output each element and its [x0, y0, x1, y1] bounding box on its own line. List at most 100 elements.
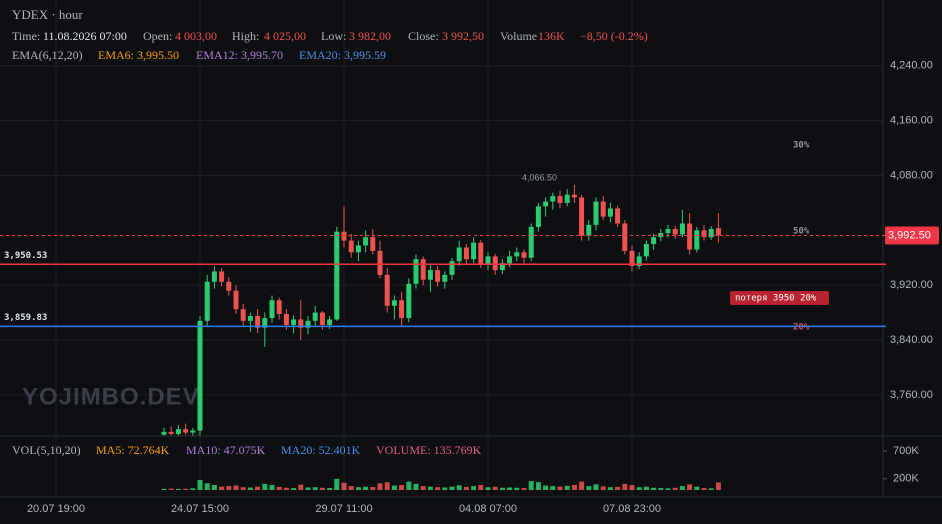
volume-bar: [283, 487, 289, 490]
volume-bar: [399, 484, 405, 490]
volume-bar: [175, 488, 181, 490]
volume-bar: [305, 487, 311, 490]
vol-name: VOL(5,10,20): [12, 443, 81, 457]
candle-body: [233, 290, 239, 310]
candle-body: [211, 271, 217, 282]
high-annotation: 4,066.50: [522, 172, 557, 182]
candle-body: [341, 231, 347, 241]
candle-body: [197, 320, 203, 431]
y-tick-label: 4,080.00: [890, 169, 933, 181]
candle-body: [276, 300, 282, 314]
candle-body: [319, 312, 325, 325]
candle-body: [499, 263, 505, 271]
candle-body: [204, 281, 210, 321]
volume-bar: [629, 484, 635, 490]
volume-bar: [348, 486, 354, 490]
candle-body: [355, 245, 361, 253]
info-value: 136K: [538, 29, 565, 43]
candle-body: [687, 223, 693, 250]
info-value: 4 025,00: [264, 29, 306, 43]
volume-bar: [600, 486, 606, 490]
volume-bar: [456, 485, 462, 490]
candle-body: [636, 256, 642, 266]
candle-body: [651, 237, 657, 245]
x-tick-label: 04.08 07:00: [459, 503, 517, 515]
candle-body: [607, 208, 613, 217]
candle-body: [183, 429, 189, 433]
candle-body: [492, 256, 498, 271]
volume-bar: [247, 487, 253, 490]
candle-body: [240, 309, 246, 321]
ema-item: EMA12: 3,995.70: [196, 48, 283, 62]
volume-bar: [168, 488, 174, 490]
candle-body: [305, 320, 311, 328]
candle-body: [629, 250, 635, 266]
loss-label: потеря 3950 20%: [735, 294, 817, 304]
candle-body: [269, 300, 275, 319]
info-label: Close:: [408, 29, 439, 43]
candle-body: [255, 316, 261, 328]
volume-bar: [665, 488, 671, 490]
candle-body: [665, 228, 671, 234]
volume-bar: [226, 486, 232, 490]
volume-bar: [341, 482, 347, 490]
volume-bar: [499, 487, 505, 490]
volume-bar: [485, 487, 491, 490]
change: −8,50 (-0.2%): [580, 29, 648, 43]
volume-bar: [507, 487, 513, 490]
candle-body: [384, 274, 390, 306]
volume-bar: [586, 486, 592, 490]
volume-bar: [327, 488, 333, 490]
candle-body: [420, 259, 426, 280]
candle-body: [579, 197, 585, 236]
candle-body: [715, 228, 721, 236]
level-label: 3,950.53: [4, 251, 47, 261]
volume-bar: [651, 487, 657, 490]
candle-body: [586, 224, 592, 236]
volume-bar: [233, 485, 239, 490]
candle-body: [442, 274, 448, 282]
y-tick-label: 3,920.00: [890, 279, 933, 291]
volume-bar: [435, 487, 441, 490]
candle-body: [571, 194, 577, 198]
volume-bar: [384, 482, 390, 490]
pct-label: 50%: [793, 227, 810, 237]
last-price-label: 3,992.50: [888, 229, 931, 241]
candle-body: [312, 312, 318, 321]
candle-body: [543, 201, 549, 207]
volume-bar: [694, 486, 700, 490]
volume-bar: [269, 484, 275, 490]
info-label: High:: [232, 29, 259, 43]
volume-bar: [579, 481, 585, 490]
candle-body: [406, 283, 412, 319]
volume-bar: [355, 487, 361, 490]
vol-item: MA10: 47.075K: [186, 443, 266, 457]
candle-body: [161, 431, 167, 435]
candle-body: [485, 256, 491, 265]
vol-tick-label: 700K: [893, 445, 919, 457]
vol-tick-label: 200K: [893, 473, 919, 485]
candle-body: [298, 319, 304, 328]
volume-bar: [363, 486, 369, 490]
candle-body: [435, 270, 441, 282]
watermark: YOJIMBO.DEV: [22, 383, 200, 410]
volume-bar: [701, 488, 707, 490]
candle-body: [219, 271, 225, 282]
volume-bar: [643, 486, 649, 490]
candle-body: [708, 228, 714, 238]
candle-body: [291, 319, 297, 325]
volume-bar: [312, 487, 318, 490]
y-tick-label: 3,760.00: [890, 389, 933, 401]
candle-body: [528, 226, 534, 258]
volume-bar: [550, 486, 556, 490]
volume-bar: [276, 486, 282, 490]
candle-body: [463, 247, 469, 260]
candle-body: [478, 242, 484, 265]
volume-bar: [298, 484, 304, 490]
candle-body: [622, 223, 628, 251]
volume-bar: [211, 484, 217, 490]
loss-box: [730, 291, 829, 305]
volume-bar: [478, 484, 484, 490]
info-label: Time:: [12, 29, 40, 43]
volume-bar: [535, 482, 541, 490]
